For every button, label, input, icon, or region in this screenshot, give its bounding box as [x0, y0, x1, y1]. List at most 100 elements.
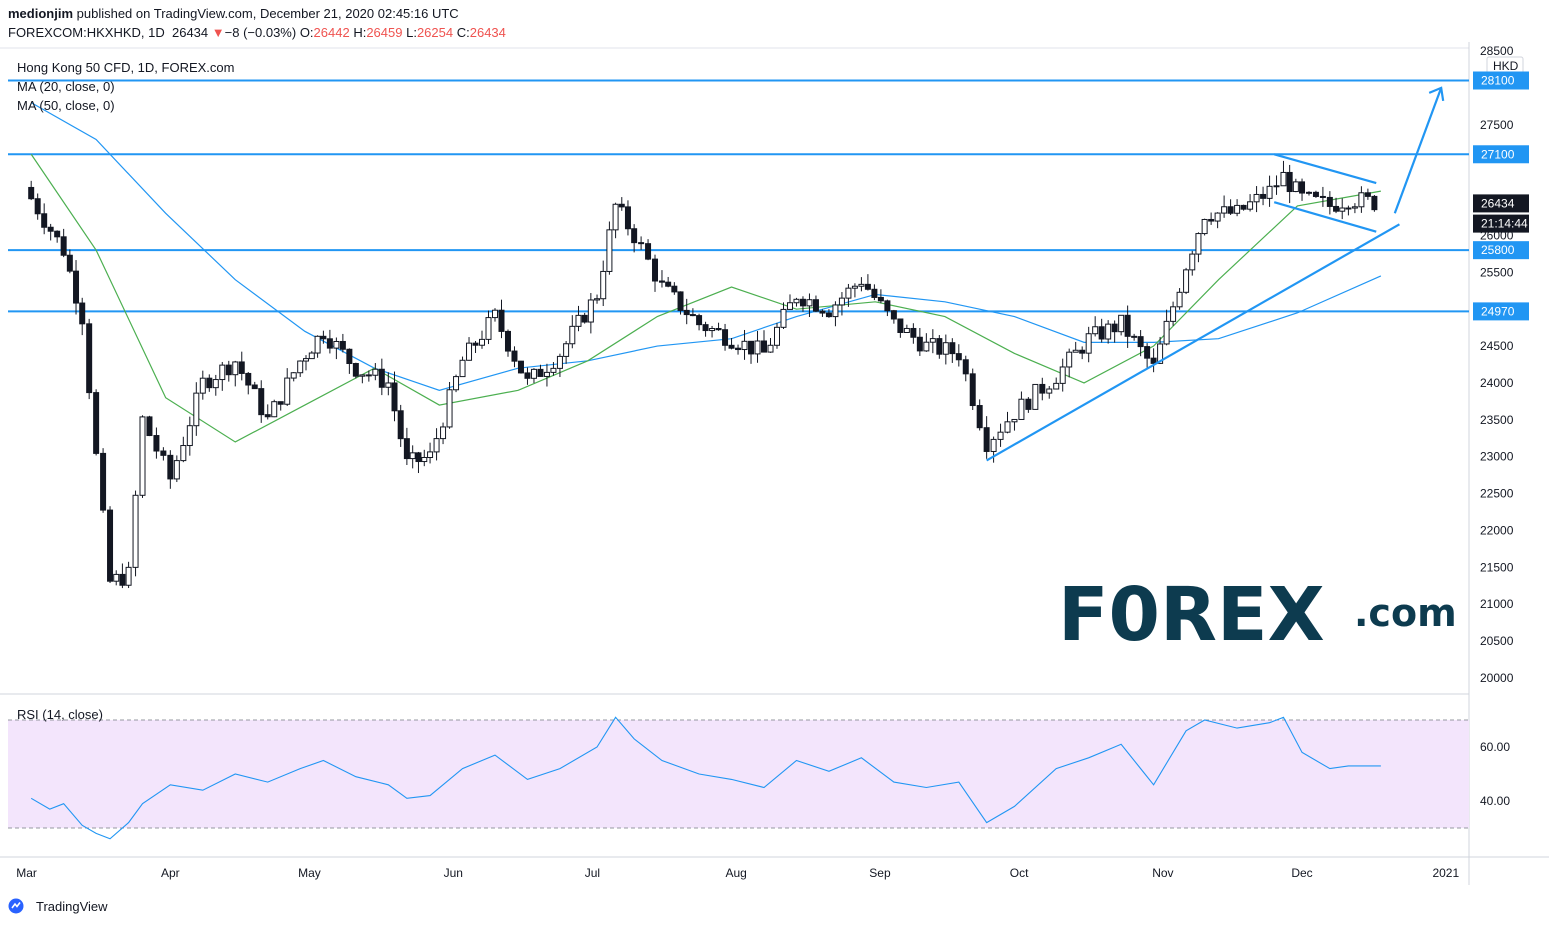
price-tag-label: 24970 — [1481, 304, 1515, 318]
candle-down — [825, 312, 832, 318]
candle-up — [186, 425, 193, 447]
time-tick-label: Apr — [161, 866, 180, 880]
time-tick-label: Oct — [1010, 866, 1029, 880]
candle-down — [696, 315, 703, 326]
candle-up — [1092, 326, 1099, 335]
candle-down — [916, 336, 923, 352]
ma50-layer — [30, 102, 1382, 391]
candle-up — [773, 326, 780, 346]
candle-down — [1371, 195, 1378, 211]
candle-down — [206, 377, 213, 389]
price-tag-bg — [1473, 71, 1529, 90]
price-tick-label: 25500 — [1480, 265, 1514, 279]
candle-up — [284, 377, 291, 405]
candle-down — [1124, 314, 1131, 337]
candle-up — [1053, 382, 1060, 390]
low-value: 26254 — [416, 25, 454, 40]
candle-up — [479, 338, 486, 346]
candle-up — [990, 438, 997, 452]
candle-up — [212, 379, 219, 389]
horizontal-levels — [8, 79, 1469, 313]
candle-up — [1234, 204, 1241, 214]
candle-up — [741, 340, 748, 351]
close-label: C: — [456, 25, 470, 40]
price-axis[interactable]: 2850027500260002550024500240002350023000… — [1473, 44, 1529, 685]
candle-down — [819, 310, 826, 314]
candle-up — [440, 426, 447, 440]
ma20-legend[interactable]: MA (20, close, 0) — [17, 79, 115, 94]
candle-up — [997, 431, 1004, 440]
candle-down — [119, 573, 126, 586]
candle-down — [1150, 357, 1157, 364]
time-axis[interactable]: Mar Apr May Jun Jul Aug Sep Oct Nov Dec 2021 — [16, 866, 1459, 880]
candle-down — [1319, 195, 1326, 198]
ma50-legend[interactable]: MA (50, close, 0) — [17, 98, 115, 113]
chart-title: Hong Kong 50 CFD, 1D, FOREX.com — [17, 60, 235, 75]
author-name[interactable]: medionjim — [8, 6, 74, 21]
candle-down — [624, 206, 631, 230]
candle-down — [1025, 398, 1032, 410]
candle-down — [728, 344, 735, 349]
candle-up — [180, 445, 187, 462]
candle-down — [722, 329, 729, 346]
candle-up — [113, 573, 120, 582]
time-tick-label: Sep — [869, 866, 891, 880]
candle-up — [1351, 206, 1358, 209]
time-tick-label: 2021 — [1432, 866, 1459, 880]
candle-up — [193, 392, 200, 427]
candle-up — [1066, 351, 1073, 368]
rsi-legend[interactable]: RSI (14, close) — [17, 707, 103, 722]
candle-up — [199, 377, 206, 394]
tradingview-logo[interactable]: TradingView — [8, 898, 108, 914]
candle-down — [910, 327, 917, 338]
candle-up — [359, 374, 366, 377]
candle-up — [271, 401, 278, 418]
candle-up — [1011, 418, 1018, 423]
ma20-layer — [30, 153, 1381, 443]
rsi-axis[interactable]: 60.00 40.00 — [1480, 740, 1510, 808]
price-tick-label: 23500 — [1480, 413, 1514, 427]
candle-down — [277, 401, 284, 405]
candle-up — [1004, 421, 1011, 433]
candle-up — [543, 371, 550, 377]
candle-down — [28, 186, 35, 200]
candle-up — [1085, 333, 1092, 354]
candle-up — [786, 302, 793, 310]
ma50-line — [30, 102, 1382, 391]
candle-down — [107, 509, 114, 582]
candle-down — [877, 296, 884, 302]
candle-down — [1364, 192, 1371, 197]
candle-up — [1157, 343, 1164, 364]
candle-up — [858, 283, 865, 287]
open-value: 26442 — [313, 25, 350, 40]
candle-up — [492, 309, 498, 319]
candle-down — [47, 226, 54, 232]
candle-up — [793, 298, 800, 304]
trendline-0 — [986, 223, 1400, 462]
candle-up — [308, 352, 315, 360]
candle-up — [1247, 201, 1254, 210]
candle-down — [86, 323, 93, 394]
forex-logo: F0REX .com — [1058, 572, 1457, 658]
candle-down — [524, 372, 531, 379]
candle-down — [167, 454, 174, 480]
price-tick-label: 21500 — [1480, 560, 1514, 574]
candle-down — [472, 342, 479, 346]
candle-down — [264, 414, 271, 418]
candle-down — [735, 347, 742, 351]
candle-down — [955, 353, 962, 361]
candle-up — [1032, 383, 1039, 410]
candle-up — [606, 229, 613, 272]
time-tick-label: Mar — [16, 866, 37, 880]
candle-up — [550, 367, 557, 373]
candle-up — [485, 317, 492, 340]
candle-up — [923, 341, 930, 352]
tradingview-text: TradingView — [36, 898, 108, 914]
candle-down — [511, 350, 518, 362]
candle-down — [225, 364, 232, 376]
candle-up — [139, 416, 146, 496]
price-tag-bg — [1473, 241, 1529, 260]
candle-up — [556, 355, 563, 369]
rsi-tick-label: 60.00 — [1480, 740, 1510, 754]
